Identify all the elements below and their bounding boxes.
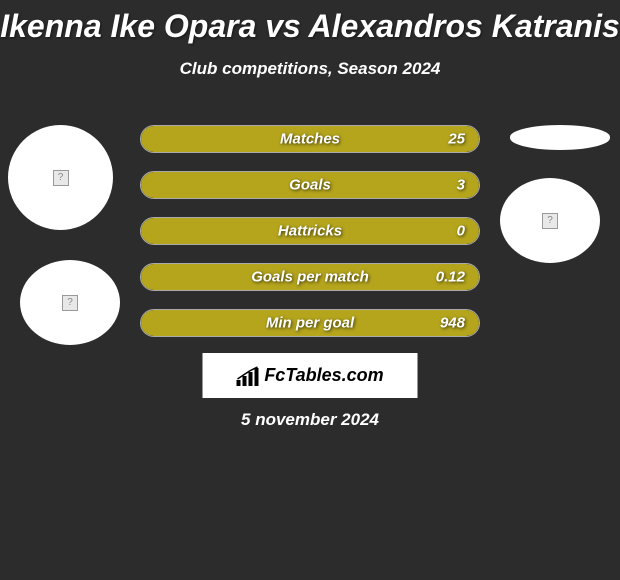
fctables-logo: FcTables.com bbox=[203, 353, 418, 398]
player2-avatar-bottom: ? bbox=[500, 178, 600, 263]
image-placeholder-icon: ? bbox=[542, 213, 558, 229]
stat-label: Hattricks bbox=[278, 223, 342, 240]
stat-row-goals-per-match: Goals per match 0.12 bbox=[140, 263, 480, 291]
bar-chart-icon bbox=[236, 366, 260, 386]
stat-value: 0.12 bbox=[436, 269, 465, 286]
image-placeholder-icon: ? bbox=[62, 295, 78, 311]
stat-row-goals: Goals 3 bbox=[140, 171, 480, 199]
comparison-title: Ikenna Ike Opara vs Alexandros Katranis bbox=[0, 0, 620, 45]
stat-row-min-per-goal: Min per goal 948 bbox=[140, 309, 480, 337]
image-placeholder-icon: ? bbox=[53, 170, 69, 186]
stat-value: 948 bbox=[440, 315, 465, 332]
stat-label: Goals bbox=[289, 177, 331, 194]
stat-label: Goals per match bbox=[251, 269, 369, 286]
comparison-subtitle: Club competitions, Season 2024 bbox=[0, 59, 620, 79]
stat-row-hattricks: Hattricks 0 bbox=[140, 217, 480, 245]
logo-text: FcTables.com bbox=[236, 365, 383, 386]
player1-avatar-bottom: ? bbox=[20, 260, 120, 345]
stat-row-matches: Matches 25 bbox=[140, 125, 480, 153]
player2-avatar-top bbox=[510, 125, 610, 150]
stat-value: 25 bbox=[448, 131, 465, 148]
player1-avatar-top: ? bbox=[8, 125, 113, 230]
logo-label: FcTables.com bbox=[264, 365, 383, 386]
stats-container: Matches 25 Goals 3 Hattricks 0 Goals per… bbox=[140, 125, 480, 355]
stat-value: 3 bbox=[457, 177, 465, 194]
stat-value: 0 bbox=[457, 223, 465, 240]
stat-label: Matches bbox=[280, 131, 340, 148]
date-label: 5 november 2024 bbox=[241, 410, 379, 430]
stat-label: Min per goal bbox=[266, 315, 354, 332]
